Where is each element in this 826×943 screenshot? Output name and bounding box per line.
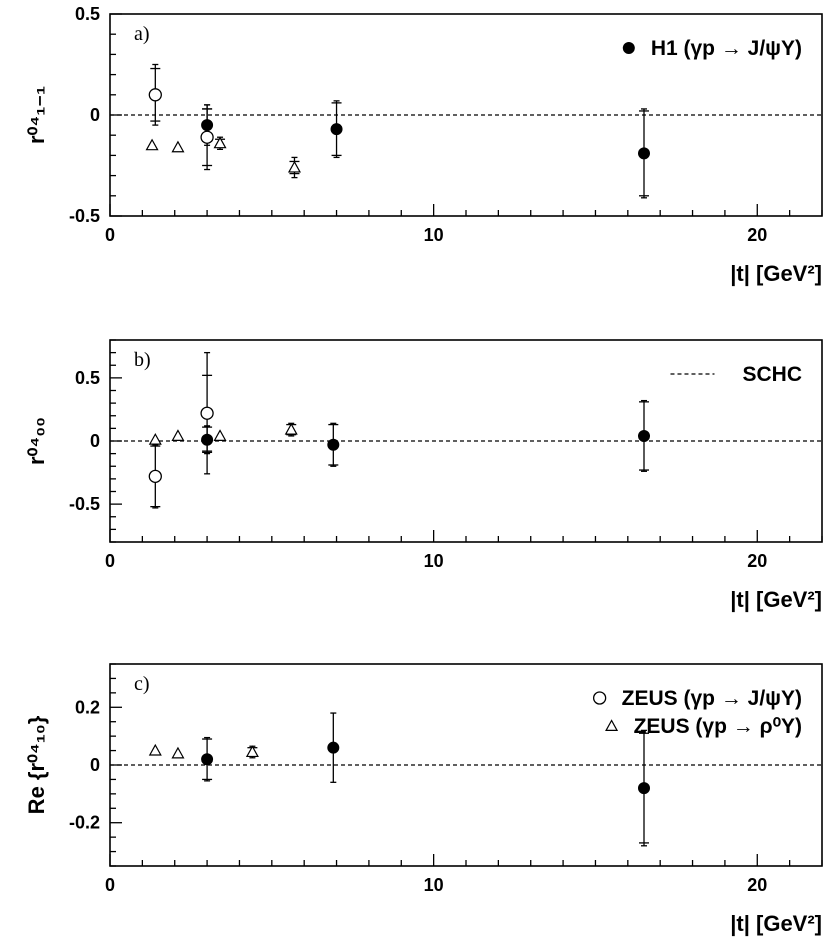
legend: H1 (γp → J/ψY)	[622, 37, 802, 60]
data-point	[213, 136, 227, 149]
y-tick-label: 0	[90, 431, 100, 451]
data-point	[330, 123, 343, 136]
y-axis-title: r⁰⁴₁₋₁	[24, 86, 49, 144]
y-tick-label: 0	[90, 755, 100, 775]
legend-marker	[605, 719, 619, 732]
data-point	[200, 130, 214, 144]
panel-a: 0 10 20-0.500.5|t| [GeV²]r⁰⁴₁₋₁a)H1 (γp → …	[24, 4, 823, 286]
legend-label: H1 (γp → J/ψY)	[651, 37, 802, 60]
data-point	[171, 746, 185, 759]
y-tick-label: -0.5	[69, 494, 100, 514]
legend: SCHC	[670, 363, 802, 386]
data-point	[148, 88, 162, 102]
x-tick-label: 10	[424, 875, 444, 895]
data-point	[145, 138, 159, 151]
panel-label: b)	[134, 349, 151, 371]
x-tick-label: 20	[747, 551, 767, 571]
data-point	[171, 429, 185, 441]
series	[201, 712, 650, 847]
x-tick-label: 0	[105, 225, 115, 245]
panel-b: 0 10 20 -0.5 0 0.5 |t| [GeV²] r⁰⁴₀₀ b) SCHC	[24, 339, 823, 612]
data-point	[327, 741, 340, 754]
x-tick-label: 20	[747, 875, 767, 895]
series	[145, 136, 301, 179]
y-axis-title: r⁰⁴₀₀	[24, 417, 49, 465]
legend-label: ZEUS (γp → ρ⁰Y)	[634, 715, 802, 738]
series	[148, 351, 214, 509]
panel-c: 0 10 20 -0.2 0 0.2 |t| [GeV²] Re {r⁰⁴₁₀} c) ZEUS …	[24, 663, 823, 936]
x-tick-label: 10	[424, 551, 444, 571]
data-point	[148, 469, 162, 484]
legend: ZEUS (γp → J/ψY) ZEUS (γp → ρ⁰Y)	[592, 687, 802, 738]
data-point	[171, 140, 185, 153]
data-point	[287, 160, 301, 173]
x-axis-title: |t| [GeV²]	[730, 587, 822, 612]
legend-label: ZEUS (γp → J/ψY)	[622, 687, 802, 710]
y-tick-label: 0	[90, 105, 100, 125]
x-tick-label: 0	[105, 551, 115, 571]
data-point	[148, 433, 162, 445]
x-tick-label: 10	[424, 225, 444, 245]
data-point	[201, 753, 214, 766]
x-tick-label: 0	[105, 875, 115, 895]
data-point	[245, 745, 259, 758]
x-tick-label: 20	[747, 225, 767, 245]
y-tick-label: 0.5	[75, 4, 100, 24]
y-tick-label: 0.5	[75, 368, 100, 388]
data-point	[327, 438, 340, 451]
legend-marker	[592, 691, 607, 705]
x-axis-title: |t| [GeV²]	[730, 911, 822, 936]
series	[201, 399, 650, 472]
y-axis-title: Re {r⁰⁴₁₀}	[24, 715, 49, 814]
data-point	[148, 743, 162, 756]
data-point	[638, 147, 650, 160]
data-point	[638, 782, 650, 795]
data-point	[638, 429, 650, 442]
legend-label: SCHC	[742, 363, 802, 386]
y-tick-label: -0.2	[69, 813, 100, 833]
data-point	[200, 406, 214, 420]
y-tick-label: 0.2	[75, 697, 100, 717]
series	[148, 743, 259, 759]
data-point	[284, 422, 298, 435]
x-axis-title: |t| [GeV²]	[730, 261, 822, 286]
y-tick-label: -0.5	[69, 206, 100, 226]
series	[148, 63, 214, 171]
legend-marker	[622, 42, 635, 54]
panel-label: a)	[134, 23, 150, 45]
data-point	[213, 429, 227, 441]
panel-label: c)	[134, 673, 150, 695]
series	[148, 422, 298, 445]
